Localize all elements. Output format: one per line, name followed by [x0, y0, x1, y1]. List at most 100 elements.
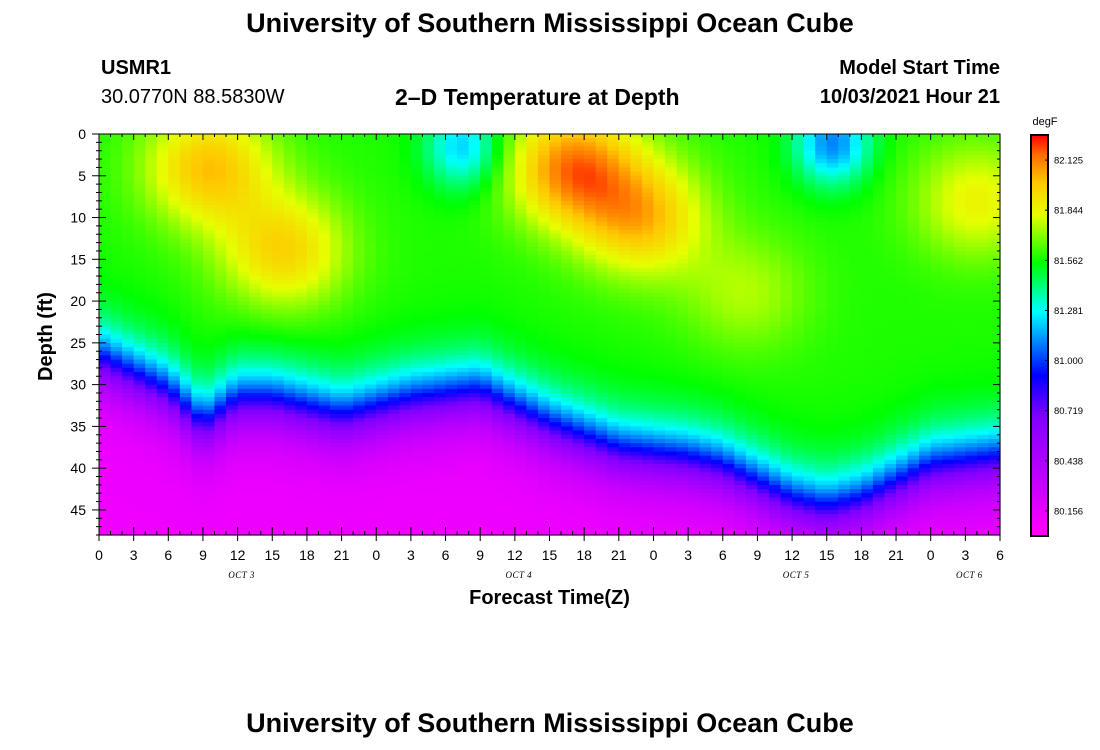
heatmap-cell	[422, 259, 435, 265]
heatmap-cell	[688, 367, 701, 373]
heatmap-cell	[468, 409, 481, 415]
heatmap-cell	[272, 405, 285, 411]
heatmap-cell	[618, 355, 631, 361]
heatmap-cell	[168, 422, 181, 427]
heatmap-cell	[260, 179, 273, 185]
heatmap-cell	[561, 159, 574, 164]
heatmap-cell	[653, 159, 666, 164]
heatmap-cell	[122, 159, 135, 164]
heatmap-cell	[272, 413, 285, 419]
heatmap-cell	[353, 367, 366, 373]
heatmap-cell	[584, 418, 597, 423]
heatmap-cell	[318, 267, 331, 273]
heatmap-cell	[410, 388, 424, 394]
heatmap-cell	[249, 447, 262, 453]
heatmap-cell	[607, 213, 620, 219]
heatmap-cell	[214, 175, 227, 181]
heatmap-cell	[353, 514, 366, 519]
heatmap-cell	[283, 501, 296, 507]
heatmap-cell	[561, 163, 574, 169]
heatmap-cell	[480, 455, 493, 461]
heatmap-cell	[272, 301, 285, 306]
heatmap-cell	[618, 418, 631, 423]
heatmap-cell	[503, 455, 516, 461]
heatmap-cell	[318, 493, 331, 499]
heatmap-cell	[410, 338, 424, 344]
heatmap-cell	[526, 455, 539, 461]
heatmap-cell	[295, 463, 308, 469]
heatmap-cell	[168, 225, 181, 231]
heatmap-cell	[595, 484, 608, 490]
heatmap-cell	[364, 234, 377, 240]
heatmap-cell	[422, 355, 435, 361]
heatmap-cell	[641, 476, 655, 482]
heatmap-cell	[641, 505, 655, 511]
heatmap-cell	[133, 338, 146, 344]
heatmap-cell	[179, 305, 193, 311]
heatmap-cell	[283, 196, 296, 202]
heatmap-cell	[249, 493, 262, 499]
heatmap-cell	[353, 292, 366, 298]
heatmap-cell	[491, 326, 504, 331]
heatmap-cell	[665, 514, 678, 519]
heatmap-cell	[318, 363, 331, 369]
heatmap-cell	[145, 317, 158, 323]
heatmap-cell	[584, 426, 597, 432]
heatmap-cell	[191, 259, 204, 265]
heatmap-cell	[457, 493, 470, 499]
heatmap-cell	[272, 171, 285, 177]
heatmap-cell	[503, 238, 516, 244]
heatmap-cell	[676, 489, 689, 494]
heatmap-cell	[122, 397, 135, 402]
heatmap-cell	[572, 225, 585, 231]
heatmap-cell	[561, 522, 574, 528]
heatmap-cell	[491, 296, 504, 302]
heatmap-cell	[202, 330, 216, 336]
heatmap-cell	[537, 359, 551, 365]
heatmap-cell	[99, 468, 112, 473]
heatmap-cell	[237, 263, 250, 269]
heatmap-cell	[260, 514, 273, 519]
heatmap-cell	[503, 171, 516, 177]
heatmap-cell	[306, 472, 320, 478]
heatmap-cell	[168, 451, 181, 457]
heatmap-cell	[214, 413, 227, 419]
heatmap-cell	[641, 330, 655, 336]
heatmap-cell	[399, 288, 412, 294]
heatmap-cell	[688, 418, 701, 423]
heatmap-cell	[330, 213, 343, 219]
heatmap-cell	[99, 497, 112, 503]
heatmap-cell	[249, 271, 262, 277]
heatmap-cell	[272, 480, 285, 486]
heatmap-cell	[491, 484, 504, 490]
heatmap-cell	[99, 146, 112, 152]
heatmap-cell	[306, 271, 320, 277]
heatmap-cell	[133, 401, 146, 407]
heatmap-cell	[572, 405, 585, 411]
heatmap-cell	[410, 426, 424, 432]
heatmap-cell	[364, 526, 377, 532]
heatmap-cell	[133, 355, 146, 361]
heatmap-cell	[341, 154, 354, 160]
heatmap-cell	[549, 388, 562, 394]
heatmap-cell	[99, 138, 112, 143]
heatmap-cell	[399, 363, 412, 369]
heatmap-cell	[306, 288, 320, 294]
heatmap-cell	[341, 447, 354, 453]
heatmap-cell	[318, 334, 331, 340]
heatmap-cell	[503, 359, 516, 365]
heatmap-cell	[168, 296, 181, 302]
heatmap-cell	[295, 255, 308, 260]
heatmap-cell	[549, 150, 562, 156]
heatmap-cell	[364, 225, 377, 231]
heatmap-cell	[145, 347, 158, 352]
heatmap-cell	[272, 296, 285, 302]
heatmap-cell	[688, 355, 701, 361]
heatmap-cell	[156, 242, 169, 248]
heatmap-cell	[330, 200, 343, 206]
heatmap-cell	[341, 330, 354, 336]
heatmap-cell	[537, 200, 551, 206]
heatmap-cell	[364, 397, 377, 402]
heatmap-cell	[526, 334, 539, 340]
heatmap-cell	[202, 209, 216, 214]
